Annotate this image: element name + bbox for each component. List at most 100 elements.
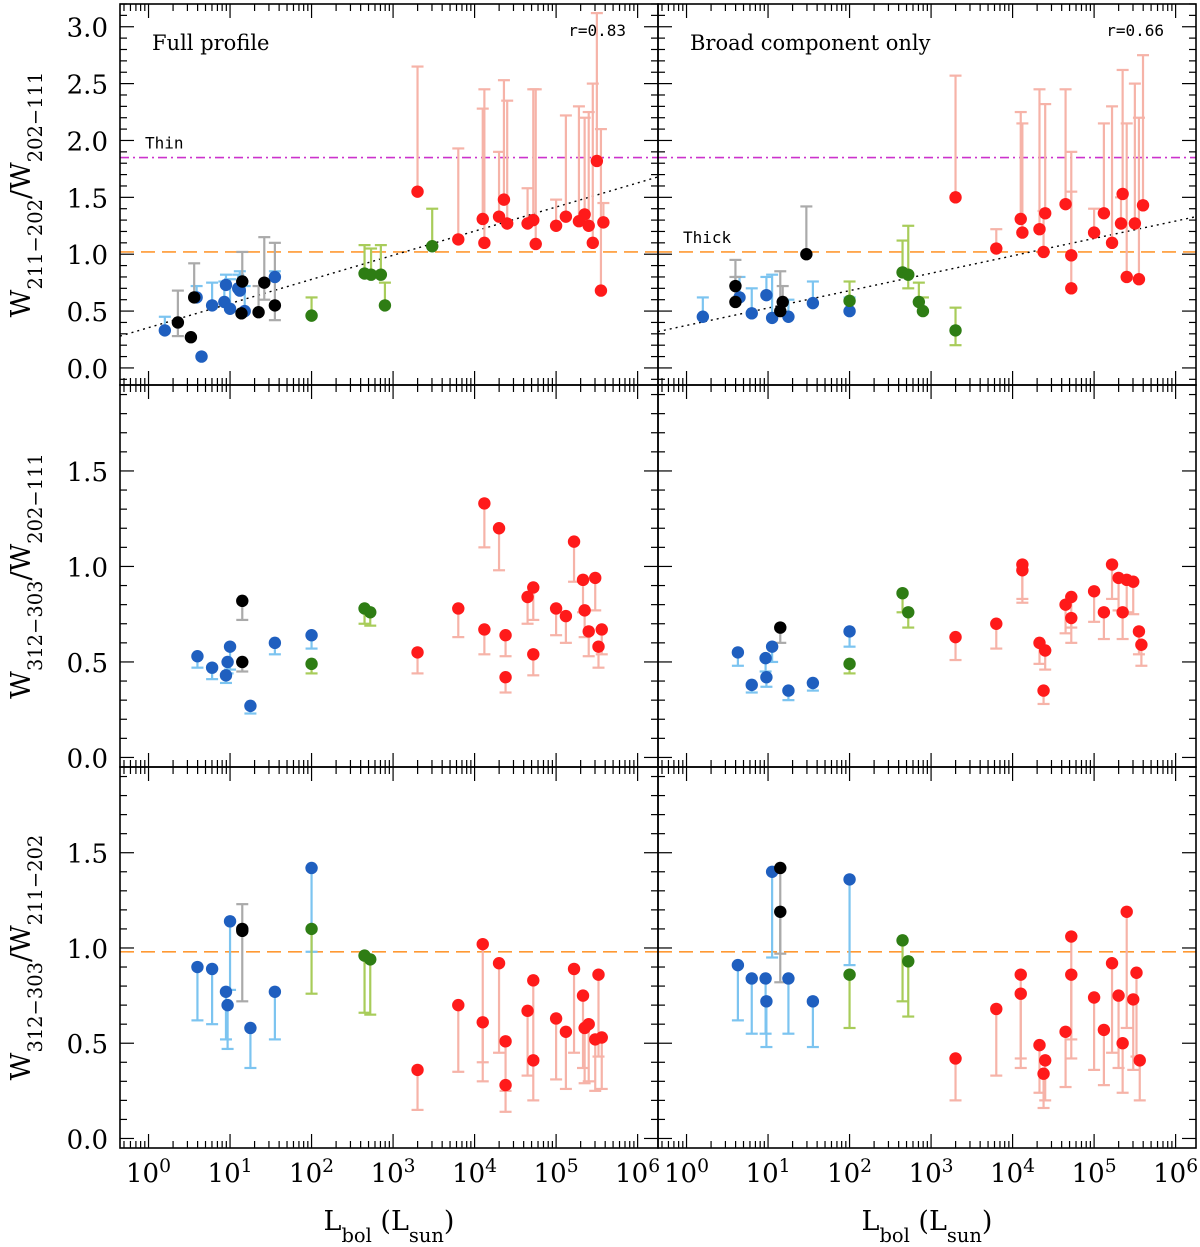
data-point (1097, 1023, 1111, 1037)
errorbars-p4 (191, 867, 608, 1113)
data-point (492, 210, 506, 223)
data-point (760, 671, 773, 684)
data-point (499, 1035, 512, 1048)
y-tick-label: 1.5 (67, 184, 108, 214)
data-point (549, 219, 563, 232)
panel-frame-p0 (119, 3, 659, 386)
data-point (364, 268, 378, 281)
data-point (244, 1021, 257, 1035)
data-point (731, 958, 745, 972)
points-p2 (191, 497, 608, 713)
fit-line-p0 (119, 176, 659, 337)
errorbars-p2 (191, 503, 608, 715)
data-point (219, 669, 233, 682)
data-point (896, 934, 909, 947)
data-point (411, 1063, 424, 1077)
data-point (1097, 606, 1111, 619)
data-point (521, 1004, 534, 1018)
data-point (184, 331, 198, 344)
data-point (760, 995, 773, 1008)
data-point (1132, 625, 1146, 638)
data-point (949, 191, 962, 204)
data-point (1014, 212, 1027, 226)
data-point (597, 216, 610, 229)
y-tick-label: 2.0 (67, 127, 108, 157)
data-point (426, 240, 439, 253)
data-point (1038, 207, 1052, 220)
data-point (452, 998, 465, 1012)
data-point (843, 304, 856, 318)
y-tick-label: 0.5 (67, 298, 108, 328)
data-point (1132, 273, 1146, 286)
data-point (800, 248, 813, 261)
x-axis-label: Lbol (Lsun) (862, 1206, 993, 1247)
data-point (305, 629, 318, 642)
data-point (527, 1054, 540, 1067)
data-point (527, 648, 540, 661)
data-point (476, 212, 489, 226)
data-point (527, 213, 540, 227)
data-point (896, 586, 909, 600)
data-point (221, 998, 234, 1012)
data-point (578, 208, 591, 221)
x-tick-label: 103 (909, 1156, 954, 1190)
data-point (1097, 207, 1111, 220)
data-point (235, 307, 248, 320)
data-point (1065, 249, 1078, 262)
data-point (268, 985, 282, 998)
data-point (745, 678, 758, 692)
data-point (499, 629, 512, 642)
data-point (559, 210, 573, 223)
data-point (1127, 575, 1140, 588)
data-point (411, 646, 424, 659)
data-point (843, 968, 856, 981)
data-point (1135, 638, 1148, 651)
reference-lines-layer (119, 156, 1197, 953)
data-point (765, 640, 779, 653)
data-point (760, 288, 773, 302)
y-axis-label: W312−303/W211−202 (6, 835, 47, 1081)
panel-frame-p1 (657, 3, 1197, 386)
panel-frame-p2 (119, 384, 659, 768)
data-point (252, 306, 265, 319)
data-point (916, 304, 930, 318)
data-point (745, 972, 758, 985)
data-points-layer (158, 154, 1150, 1092)
data-point (1037, 245, 1050, 259)
axes-layer (119, 3, 1197, 1149)
data-point (843, 873, 856, 886)
y-tick-label: 0.0 (67, 744, 108, 774)
data-point (990, 1002, 1003, 1016)
x-tick-label: 104 (452, 1156, 497, 1190)
data-point (1065, 968, 1078, 981)
panel-frame-p5 (657, 766, 1197, 1149)
panel-title: Broad component only (690, 31, 931, 55)
data-point (1136, 199, 1150, 212)
x-tick-label: 101 (746, 1156, 791, 1190)
data-point (949, 630, 962, 644)
errorbars-p3 (731, 564, 1148, 706)
data-point (1105, 957, 1119, 970)
data-point (223, 640, 237, 653)
data-point (1016, 226, 1029, 239)
data-point (205, 299, 219, 312)
data-point (268, 299, 282, 312)
data-point (765, 311, 779, 325)
data-point (774, 621, 787, 634)
data-point (594, 284, 608, 297)
data-point (1014, 987, 1027, 1000)
data-point (529, 237, 542, 251)
data-point (478, 497, 491, 510)
data-point (374, 268, 388, 281)
data-point (1014, 968, 1027, 981)
data-point (759, 651, 772, 665)
data-point (843, 294, 856, 308)
data-point (1037, 684, 1050, 697)
points-p1 (696, 187, 1150, 337)
y-tick-label: 1.0 (67, 241, 108, 271)
data-point (452, 233, 465, 246)
data-point (492, 957, 506, 970)
data-point (1087, 226, 1101, 239)
data-point (902, 268, 915, 281)
